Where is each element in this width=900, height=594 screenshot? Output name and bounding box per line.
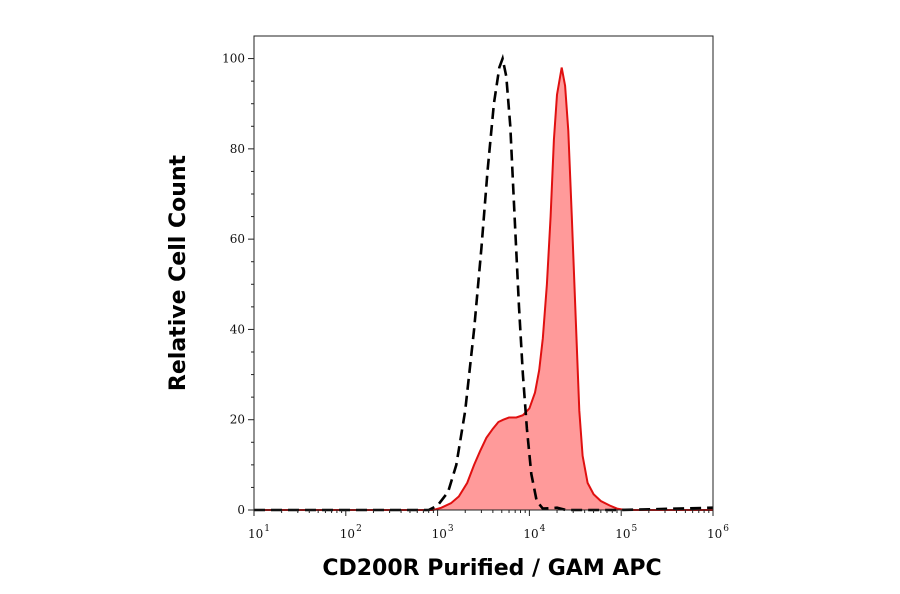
y-tick-label: 80 bbox=[230, 142, 245, 156]
x-tick-label: 105 bbox=[615, 524, 637, 541]
x-tick-label: 102 bbox=[340, 524, 362, 541]
y-axis-title: Relative Cell Count bbox=[166, 154, 191, 391]
x-tick-label: 103 bbox=[432, 524, 454, 541]
control-histogram-line bbox=[254, 53, 714, 512]
x-tick-label: 101 bbox=[248, 524, 270, 541]
y-tick-label: 0 bbox=[237, 503, 245, 517]
y-tick-label: 40 bbox=[230, 322, 245, 336]
x-tick-label: 106 bbox=[707, 524, 729, 541]
plot-frame bbox=[253, 35, 714, 511]
series-layer bbox=[254, 53, 714, 512]
y-tick-label: 60 bbox=[230, 232, 245, 246]
x-axis-title: CD200R Purified / GAM APC bbox=[322, 556, 661, 581]
sample-histogram-line bbox=[254, 67, 713, 511]
y-tick-label: 100 bbox=[222, 52, 245, 66]
axis-layer: 0 20 40 60 80 100 101 102 103 104 105 106 bbox=[222, 52, 729, 541]
x-tick-label: 104 bbox=[523, 524, 545, 541]
y-tick-label: 20 bbox=[230, 413, 245, 427]
